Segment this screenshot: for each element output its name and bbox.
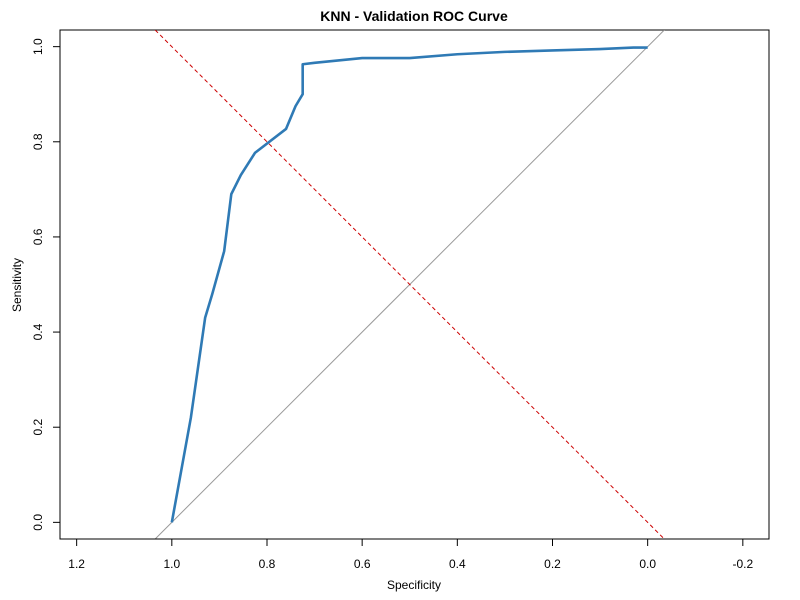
x-tick-label: 0.4 (449, 557, 466, 571)
y-tick-label: 0.6 (31, 228, 45, 245)
chart-title: KNN - Validation ROC Curve (320, 8, 508, 24)
y-axis-label: Sensitivity (10, 258, 24, 312)
x-axis-label: Specificity (387, 578, 441, 592)
threshold-dashed-line (154, 30, 665, 539)
y-tick-label: 0.8 (31, 133, 45, 150)
x-tick-label: 1.2 (68, 557, 85, 571)
x-tick-label: -0.2 (732, 557, 753, 571)
y-axis: 0.0 0.2 0.4 0.6 0.8 1.0 (31, 38, 61, 531)
y-tick-label: 0.0 (31, 514, 45, 531)
x-tick-label: 0.2 (544, 557, 561, 571)
x-tick-label: 0.8 (259, 557, 276, 571)
x-tick-label: 0.0 (639, 557, 656, 571)
y-tick-label: 0.4 (31, 323, 45, 340)
plot-area (154, 30, 665, 539)
y-tick-label: 1.0 (31, 38, 45, 55)
plot-frame (59, 29, 770, 540)
x-tick-label: 0.6 (354, 557, 371, 571)
x-axis: 1.2 1.0 0.8 0.6 0.4 0.2 0.0 -0.2 (68, 538, 753, 571)
x-tick-label: 1.0 (163, 557, 180, 571)
y-tick-label: 0.2 (31, 419, 45, 436)
roc-curve-line (170, 46, 648, 523)
